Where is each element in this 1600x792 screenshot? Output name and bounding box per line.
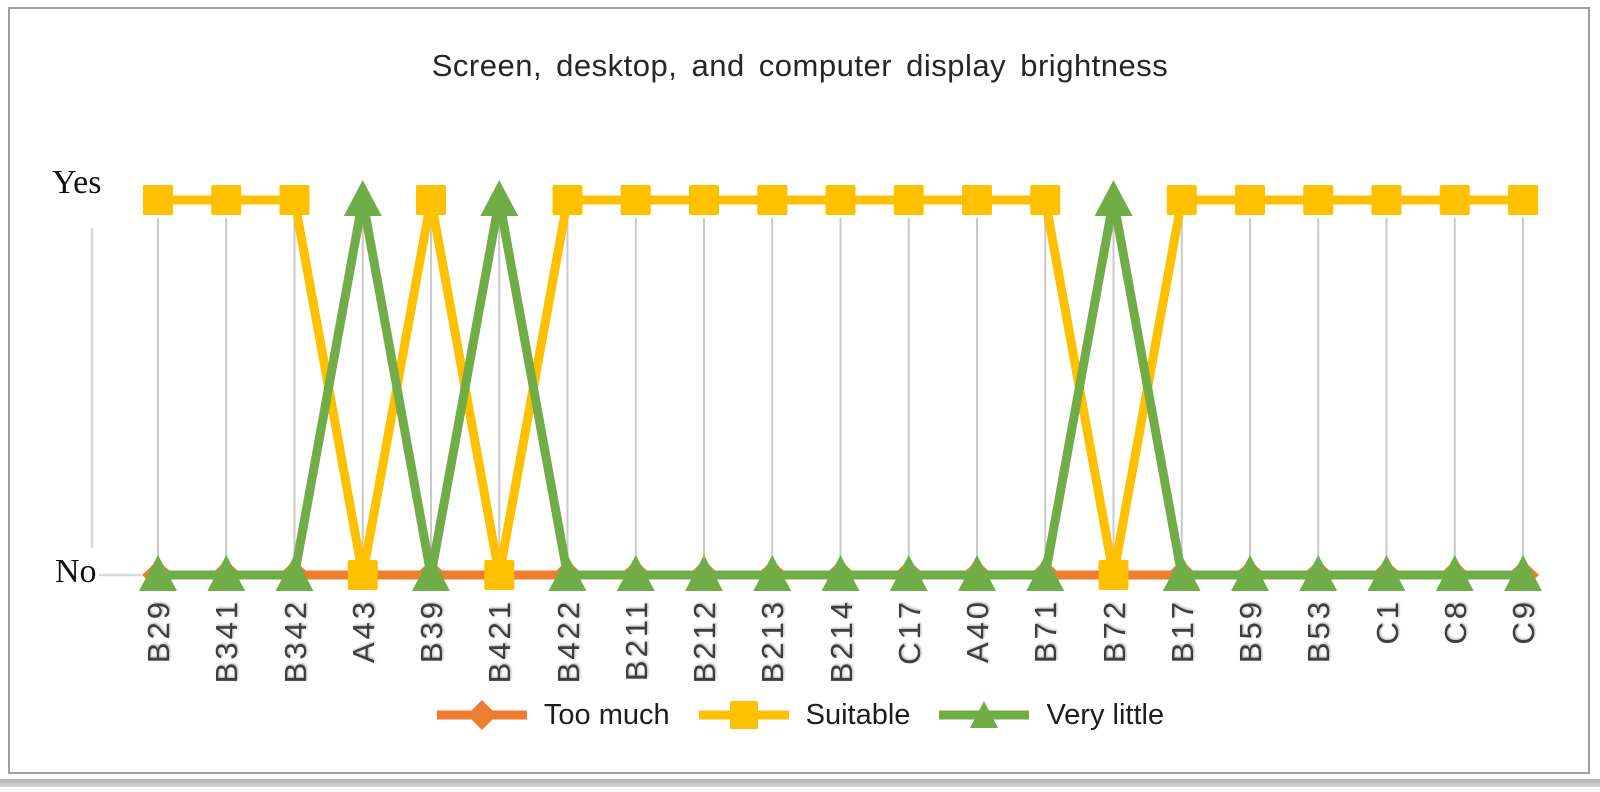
x-axis-label: B71	[1028, 599, 1064, 664]
legend-label-very-little: Very little	[1046, 698, 1165, 731]
x-axis-label: B39	[414, 599, 449, 664]
x-axis-label: A43	[345, 599, 381, 664]
marker-triangle	[1026, 555, 1065, 591]
marker-triangle	[821, 555, 860, 591]
legend-item-very-little: Very little	[938, 697, 1164, 733]
too-much-diamond-icon	[436, 700, 527, 730]
x-axis-label: C9	[1506, 599, 1541, 645]
marker-triangle	[480, 180, 519, 216]
marker-square	[552, 185, 583, 215]
x-axis-label: A40	[960, 599, 995, 664]
legend-item-too-much: Too much	[436, 697, 670, 733]
marker-square	[1030, 185, 1061, 215]
x-axis-label: B212	[687, 599, 722, 684]
marker-triangle	[548, 555, 587, 591]
marker-triangle	[1299, 555, 1338, 591]
chart-frame	[8, 7, 1590, 774]
marker-square	[1508, 185, 1538, 215]
x-axis-label: C1	[1369, 599, 1405, 645]
x-axis-label: B29	[141, 599, 176, 664]
legend-item-suitable: Suitable	[698, 697, 911, 733]
marker-square	[143, 185, 173, 215]
marker-triangle	[958, 555, 996, 591]
marker-triangle	[1231, 555, 1269, 591]
marker-triangle	[889, 555, 928, 591]
marker-square	[893, 185, 924, 215]
marker-triangle	[139, 555, 177, 591]
x-axis-label: B341	[209, 599, 245, 684]
x-axis-label: B59	[1233, 599, 1268, 664]
marker-triangle	[616, 555, 655, 591]
marker-triangle	[1504, 555, 1542, 591]
very-little-triangle-icon	[939, 701, 1030, 728]
y-axis-label-no: No	[55, 553, 97, 590]
marker-square	[620, 185, 651, 215]
marker-square	[962, 185, 992, 215]
marker-square	[1303, 185, 1334, 215]
marker-square	[825, 185, 856, 215]
x-axis-label: B214	[823, 599, 859, 684]
marker-triangle	[207, 555, 246, 591]
x-axis-label: B342	[277, 599, 313, 684]
marker-square	[1098, 560, 1129, 590]
marker-square	[1166, 185, 1197, 215]
marker-square	[757, 185, 788, 215]
x-axis-label: B422	[550, 599, 586, 684]
marker-triangle	[1435, 555, 1474, 591]
x-axis-label: B421	[482, 599, 518, 684]
marker-square	[484, 560, 515, 590]
x-axis-label: B72	[1096, 599, 1132, 664]
marker-square	[211, 185, 242, 215]
marker-square	[1439, 185, 1470, 215]
marker-square	[416, 185, 446, 215]
marker-triangle	[685, 555, 723, 591]
marker-triangle	[1094, 180, 1133, 216]
marker-square	[689, 185, 719, 215]
x-axis-label: B53	[1301, 599, 1337, 664]
marker-square	[347, 560, 378, 590]
suitable-square-icon	[698, 701, 789, 729]
marker-triangle	[343, 180, 382, 216]
marker-square	[279, 185, 310, 215]
x-axis-label: C8	[1437, 599, 1473, 645]
marker-square	[1235, 185, 1265, 215]
legend: Too much Suitable Very little	[0, 697, 1600, 733]
x-axis-label: B211	[618, 599, 654, 682]
marker-triangle	[1367, 555, 1406, 591]
x-axis-label: C17	[891, 599, 927, 665]
legend-label-too-much: Too much	[543, 698, 670, 731]
marker-triangle	[753, 555, 792, 591]
marker-square	[1371, 185, 1402, 215]
marker-triangle	[275, 555, 314, 591]
marker-triangle	[1162, 555, 1201, 591]
x-axis-label: B17	[1164, 599, 1200, 664]
x-axis-label: B213	[755, 599, 791, 684]
legend-label-suitable: Suitable	[805, 698, 911, 731]
y-axis-label-yes: Yes	[52, 164, 102, 201]
marker-triangle	[412, 555, 450, 591]
chart-title: Screen, desktop, and computer display br…	[431, 48, 1169, 83]
bottom-shadow-band	[0, 779, 1600, 787]
